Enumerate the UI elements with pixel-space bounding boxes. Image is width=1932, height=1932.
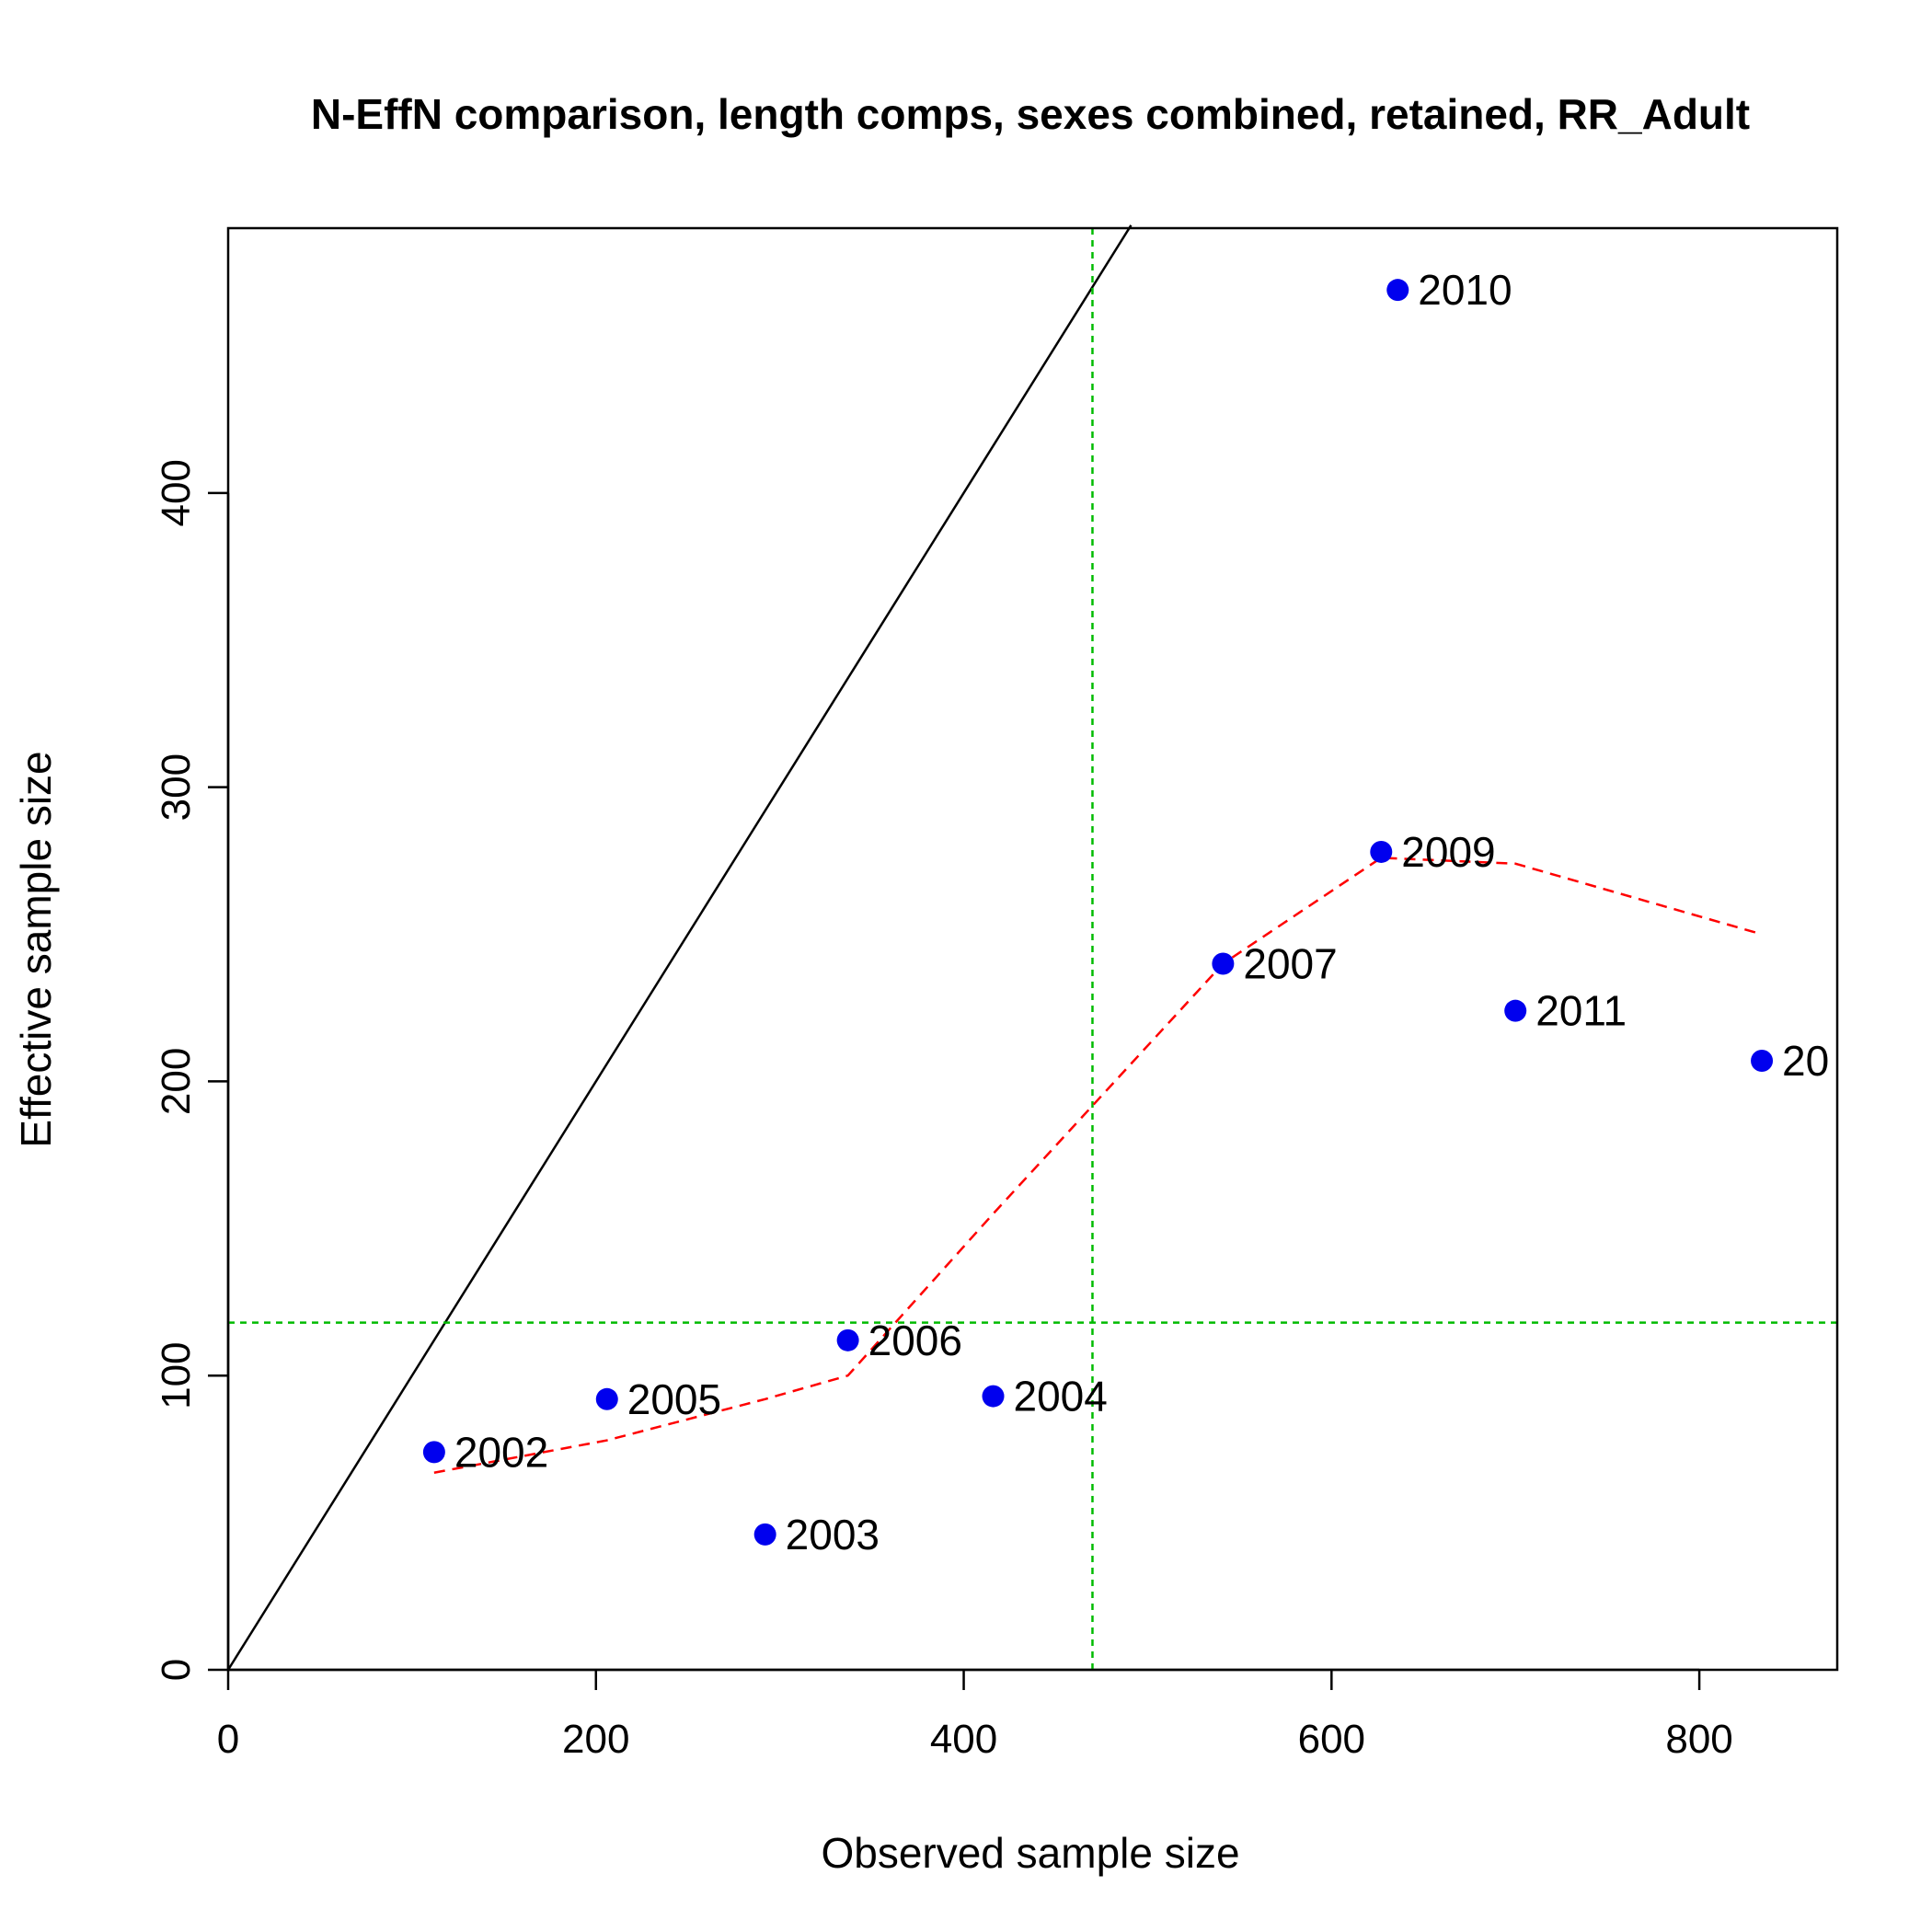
point-label: 2002 (454, 1428, 548, 1476)
point-label: 2005 (627, 1375, 721, 1423)
y-tick-label: 0 (154, 1659, 199, 1681)
x-tick-label: 200 (562, 1717, 629, 1762)
point-label: 2003 (786, 1511, 880, 1558)
plot-area: 0 200 400 600 800 0 100 200 300 400 2002 2003 2004 20… (154, 224, 1837, 1762)
point-label: 2007 (1243, 939, 1337, 987)
point-label: 2006 (868, 1317, 962, 1364)
data-point (836, 1328, 859, 1351)
x-axis-label: Observed sample size (821, 1829, 1239, 1877)
x-tick-label: 400 (930, 1717, 997, 1762)
point-label: 2009 (1401, 828, 1495, 876)
chart-title: N-EffN comparison, length comps, sexes c… (311, 90, 1750, 138)
x-tick-label: 0 (217, 1717, 239, 1762)
y-tick-label: 100 (154, 1341, 199, 1409)
data-point (422, 1441, 445, 1464)
x-tick-label: 600 (1298, 1717, 1365, 1762)
y-tick-label: 200 (154, 1048, 199, 1115)
data-point (1212, 952, 1235, 975)
x-tick-label: 800 (1665, 1717, 1732, 1762)
identity-line (226, 224, 1133, 1671)
y-tick-label: 300 (154, 753, 199, 821)
smoother-line (433, 857, 1763, 1474)
plot-frame (226, 226, 1839, 1672)
data-point (753, 1523, 776, 1546)
data-point (982, 1385, 1005, 1408)
point-label: 2011 (1535, 987, 1627, 1035)
data-point (1751, 1050, 1774, 1073)
point-label: 20 (1782, 1037, 1829, 1085)
point-label: 2004 (1014, 1373, 1108, 1420)
y-tick-label: 400 (154, 459, 199, 526)
data-point (1370, 840, 1393, 863)
point-label: 2010 (1418, 266, 1512, 314)
y-axis-label: Effective sample size (12, 751, 60, 1147)
data-point (595, 1387, 618, 1410)
data-point (1504, 999, 1527, 1022)
data-point (1386, 279, 1409, 302)
